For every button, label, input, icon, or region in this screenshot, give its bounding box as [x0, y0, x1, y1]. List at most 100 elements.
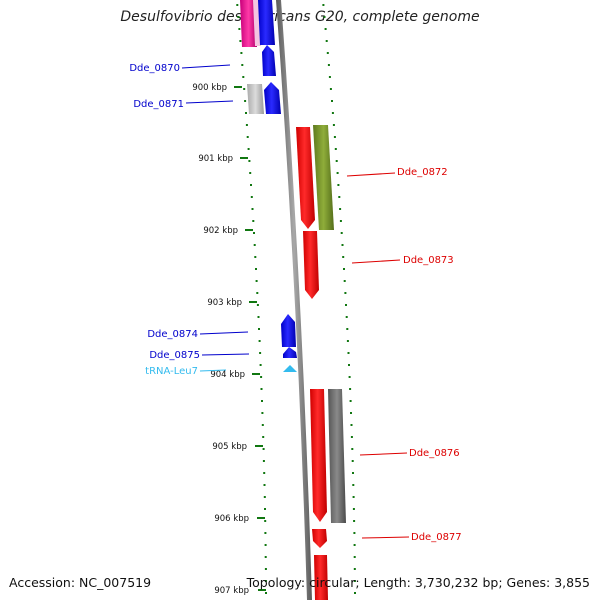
gene-dde-0872[interactable] — [296, 127, 315, 229]
scale-dot — [347, 352, 350, 354]
scale-dot — [343, 268, 345, 270]
scale-dot — [327, 64, 330, 66]
scale-dot — [253, 232, 255, 234]
scale-dot — [265, 592, 267, 594]
gene-dde-0871[interactable] — [264, 82, 281, 114]
gene-dde-0874[interactable] — [281, 314, 296, 347]
scale-dot — [264, 580, 267, 582]
scale-dot — [353, 520, 356, 522]
gene-label-dde-0873[interactable]: Dde_0873 — [403, 255, 454, 266]
scale-dot — [339, 208, 342, 210]
gene-label-dde-0877[interactable]: Dde_0877 — [411, 532, 462, 543]
scale-dots-left — [236, 4, 267, 594]
tick-label: 905 kbp — [212, 442, 247, 452]
scale-dot — [239, 40, 242, 42]
scale-dot — [353, 544, 356, 546]
scale-dot — [333, 136, 336, 138]
gene-dde-0876[interactable] — [310, 389, 327, 522]
scale-dot — [328, 76, 331, 78]
scale-dot — [349, 388, 352, 390]
scale-dot — [353, 568, 356, 570]
scale-dot — [336, 172, 339, 174]
gene-feature-gray[interactable] — [328, 389, 346, 523]
tick-marks — [234, 86, 266, 591]
scale-dot — [255, 280, 258, 282]
scale-dot — [261, 424, 264, 426]
scale-dot — [259, 364, 262, 366]
scale-dot — [244, 100, 247, 102]
scale-dot — [246, 136, 249, 138]
tick-label: 904 kbp — [210, 370, 245, 380]
scale-dot — [258, 328, 260, 330]
scale-dot — [263, 472, 266, 474]
tick-label: 907 kbp — [214, 586, 249, 596]
gene-label-dde-0875[interactable]: Dde_0875 — [149, 350, 200, 361]
tick-label: 901 kbp — [198, 154, 233, 164]
scale-dot — [264, 544, 267, 546]
scale-dot — [344, 292, 347, 294]
scale-dot — [259, 352, 262, 354]
scale-dot — [326, 52, 329, 54]
scale-dot — [255, 268, 257, 270]
scale-dot — [248, 160, 251, 162]
scale-dot — [345, 316, 348, 318]
scale-dot — [353, 532, 356, 534]
genome-summary: Topology: circular; Length: 3,730,232 bp… — [246, 575, 590, 590]
scale-dot — [353, 580, 356, 582]
scale-dot — [324, 28, 327, 30]
map-title: Desulfovibrio desulfuricans G20, complet… — [120, 9, 480, 25]
scale-dot — [334, 148, 337, 150]
gene-feature-red-bottom[interactable] — [314, 555, 328, 600]
scale-dot — [341, 244, 344, 246]
gene-dde-0875[interactable] — [283, 347, 297, 358]
scale-dot — [322, 4, 325, 6]
scale-dot — [263, 484, 266, 486]
scale-dot — [350, 424, 353, 426]
scale-dots-right — [322, 4, 356, 594]
scale-dot — [354, 592, 356, 594]
scale-dot — [240, 52, 243, 54]
scale-dot — [332, 124, 335, 126]
gene-feature-magenta[interactable] — [240, 0, 257, 47]
gene-dde-0873[interactable] — [303, 231, 319, 299]
scale-dot — [243, 88, 246, 90]
tick-label: 903 kbp — [207, 298, 242, 308]
gene-label-dde-0874[interactable]: Dde_0874 — [147, 329, 198, 340]
scale-dot — [253, 244, 256, 246]
scale-dot — [325, 40, 328, 42]
scale-dot — [345, 304, 347, 306]
scale-dot — [258, 340, 261, 342]
gene-label-dde-0876[interactable]: Dde_0876 — [409, 448, 460, 459]
gene-dde-0877[interactable] — [312, 529, 327, 548]
gene-label-dde-0871[interactable]: Dde_0871 — [133, 99, 184, 110]
gene-feature-blue[interactable] — [258, 0, 275, 45]
gene-label-dde-0870[interactable]: Dde_0870 — [129, 63, 180, 74]
scale-dot — [351, 460, 354, 462]
scale-dot — [264, 556, 267, 558]
scale-dot — [254, 256, 257, 258]
gene-label-dde-0872[interactable]: Dde_0872 — [397, 167, 448, 178]
gene-feature-olive[interactable] — [313, 125, 334, 230]
gene-dde-0870[interactable] — [262, 45, 276, 76]
scale-dot — [250, 196, 253, 198]
scale-dot — [262, 460, 265, 462]
scale-dot — [241, 64, 244, 66]
scale-dot — [343, 280, 346, 282]
accession-label: Accession: NC_007519 — [9, 575, 152, 590]
tick-label: 906 kbp — [214, 514, 249, 524]
scale-dot — [260, 388, 263, 390]
gene-label-trna-leu7[interactable]: tRNA-Leu7 — [145, 366, 198, 377]
scale-dot — [262, 436, 265, 438]
scale-dot — [261, 400, 263, 402]
genome-backbone — [276, 0, 312, 600]
trna-leu7[interactable] — [283, 365, 297, 372]
scale-dot — [263, 496, 266, 498]
scale-dot — [249, 172, 252, 174]
scale-dot — [335, 160, 338, 162]
scale-dot — [329, 88, 332, 90]
scale-dot — [353, 556, 356, 558]
scale-dot — [348, 376, 351, 378]
scale-dot — [237, 16, 240, 18]
scale-dot — [245, 112, 247, 114]
